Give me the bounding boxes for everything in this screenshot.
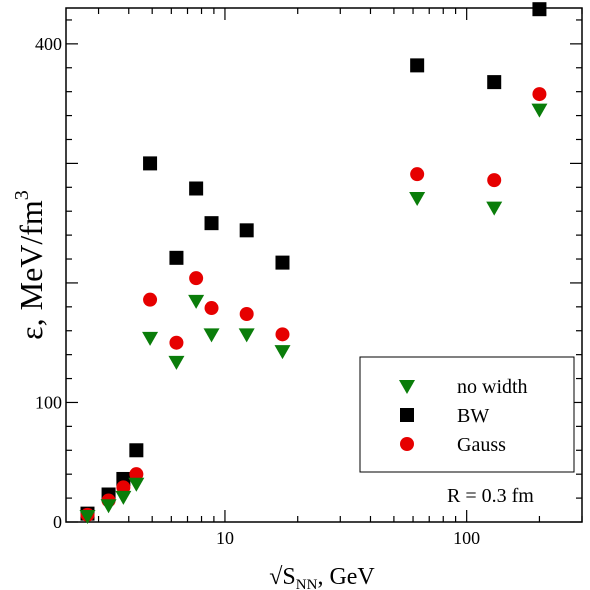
y-axis-title-text: ε, MeV/fm: [13, 200, 49, 340]
data-point-circle: [275, 327, 290, 342]
data-point-circle: [410, 167, 425, 182]
y-tick-labels: 0 100 400: [35, 34, 62, 532]
x-tick-labels: 10 100: [216, 528, 480, 548]
legend-label: no width: [457, 376, 528, 398]
data-point-triangle-down: [168, 355, 185, 370]
data-point-circle: [116, 480, 131, 495]
data-point-circle: [204, 301, 219, 316]
data-point-circle: [189, 271, 204, 286]
x-axis-title-suffix: , GeV: [317, 564, 375, 590]
x-tick-label: 10: [216, 528, 234, 548]
legend-items: no width BW Gauss: [399, 376, 528, 456]
y-minor-ticks: [66, 19, 582, 523]
data-point-square: [143, 156, 158, 171]
data-point-circle: [143, 292, 158, 307]
data-point-circle: [129, 467, 144, 482]
data-point-circle: [169, 335, 184, 350]
data-point-circle: [487, 173, 502, 188]
y-axis-title: ε, MeV/fm3: [11, 190, 49, 340]
legend-label: BW: [457, 405, 489, 427]
data-point-triangle-down: [531, 103, 548, 118]
data-point-square: [169, 250, 184, 265]
data-point-triangle-down: [142, 331, 159, 346]
data-point-square: [239, 223, 254, 238]
y-tick-label: 0: [53, 512, 62, 532]
legend-label: Gauss: [457, 434, 506, 456]
data-point-triangle-down: [115, 490, 132, 505]
data-point-triangle-down: [238, 328, 255, 343]
data-point-square: [275, 255, 290, 270]
data-point-triangle-down: [203, 328, 220, 343]
data-point-square: [129, 443, 144, 458]
legend: no width BW Gauss: [359, 356, 575, 473]
data-point-circle: [532, 87, 547, 102]
data-point-square: [204, 216, 219, 231]
series-triangle-down: [79, 103, 548, 525]
annotation-text: R = 0.3 fm: [447, 485, 534, 507]
data-point-triangle-down: [128, 477, 145, 492]
y-tick-label: 400: [35, 34, 62, 54]
data-point-square: [532, 2, 547, 17]
x-minor-ticks: [97, 8, 583, 522]
data-point-square: [487, 75, 502, 90]
y-axis-title-superscript: 3: [11, 190, 33, 200]
y-tick-label: 100: [35, 392, 62, 412]
legend-marker-triangle-down: [399, 380, 415, 394]
data-point-triangle-down: [79, 510, 96, 525]
legend-box: [359, 356, 575, 473]
data-point-triangle-down: [486, 201, 503, 216]
data-point-triangle-down: [188, 294, 205, 309]
x-axis-title: √SNN, GeV: [269, 564, 375, 590]
data-point-square: [410, 58, 425, 73]
data-point-square: [189, 181, 204, 196]
data-point-circle: [239, 307, 254, 322]
legend-marker-square: [400, 408, 414, 422]
x-axis-title-prefix: √S: [269, 564, 296, 590]
data-point-triangle-down: [274, 345, 291, 360]
x-tick-label: 100: [453, 528, 480, 548]
data-point-triangle-down: [409, 192, 426, 207]
data-point-triangle-down: [100, 499, 117, 514]
x-axis-title-subscript: NN: [296, 577, 318, 590]
legend-marker-circle: [400, 437, 414, 451]
data-markers: [79, 2, 548, 525]
plot-frame: [65, 7, 583, 523]
